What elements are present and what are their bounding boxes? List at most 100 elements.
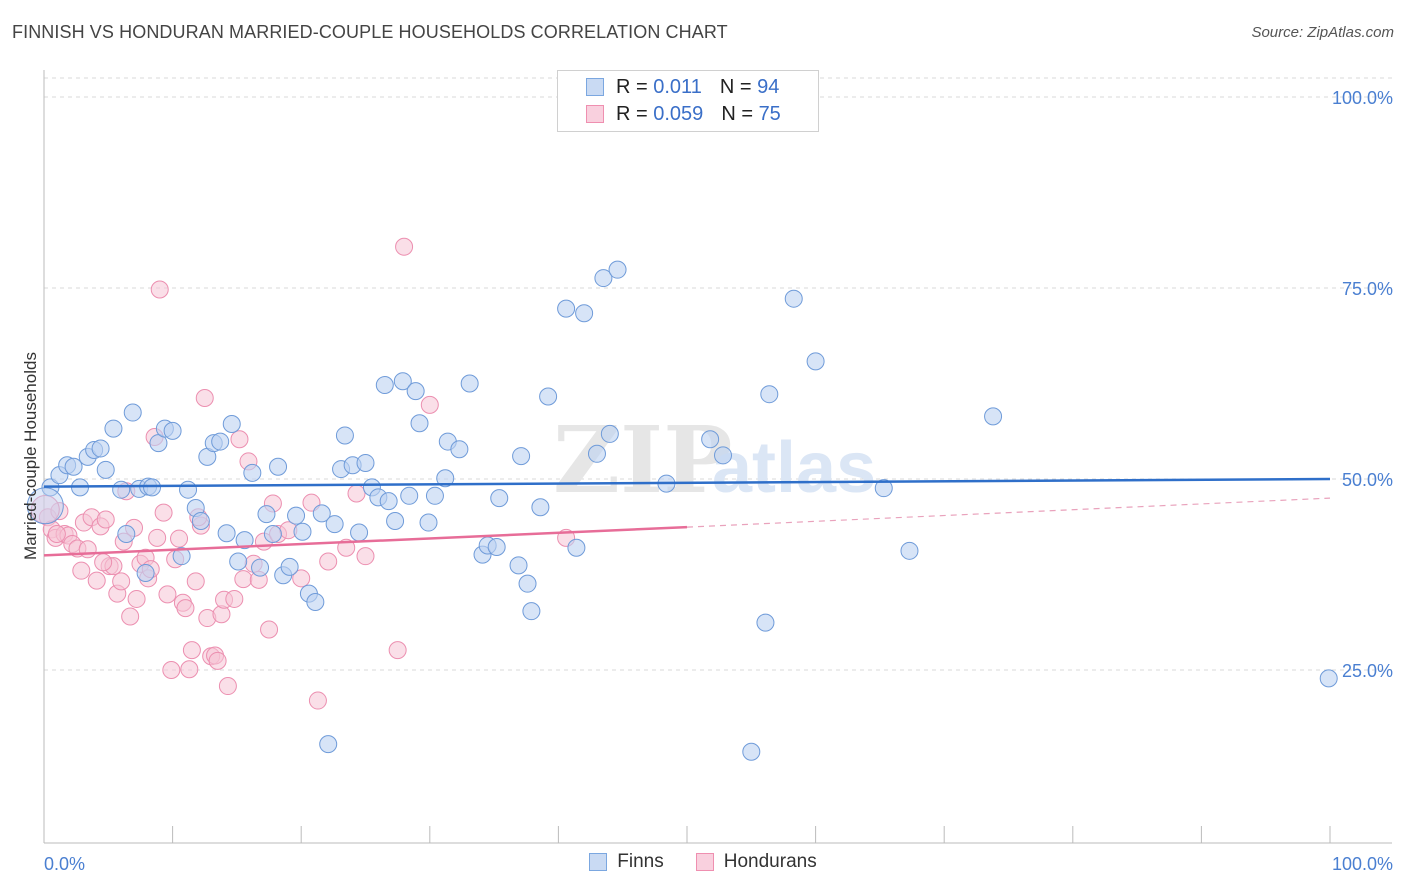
data-point-finns (608, 260, 627, 279)
data-point-hondurans (308, 691, 327, 710)
data-point-finns (263, 525, 282, 544)
data-point-finns (487, 537, 506, 556)
trend-line-hondurans-extrapolated (686, 497, 1331, 528)
data-point-hondurans (180, 660, 199, 679)
data-point-finns (222, 414, 241, 433)
data-point-finns (984, 407, 1003, 426)
x-tick-label: 100.0% (1332, 854, 1393, 874)
legend-n-value: 94 (757, 75, 780, 98)
data-point-finns (235, 531, 254, 550)
data-point-finns (410, 414, 429, 433)
legend-swatch-finns (589, 853, 608, 871)
data-point-finns (557, 299, 576, 318)
chart-title: FINNISH VS HONDURAN MARRIED-COUPLE HOUSE… (12, 22, 728, 42)
data-point-finns (293, 522, 312, 541)
data-point-hondurans (292, 569, 311, 588)
legend-n-label: N = (721, 102, 759, 125)
data-point-finns (335, 426, 354, 445)
data-point-finns (701, 430, 720, 449)
data-point-hondurans (195, 389, 214, 408)
data-point-finns (874, 479, 893, 498)
chart-source: Source: ZipAtlas.com (1251, 24, 1394, 41)
data-point-finns (393, 372, 412, 391)
data-point-hondurans (162, 661, 181, 679)
data-point-finns (575, 304, 594, 323)
data-point-hondurans (420, 395, 439, 414)
data-point-finns (306, 593, 325, 612)
data-point-hondurans (72, 561, 91, 580)
data-point-finns (287, 506, 306, 525)
data-point-hondurans (218, 677, 237, 696)
data-point-finns (539, 387, 558, 406)
legend-item-finns[interactable]: Finns (589, 851, 664, 873)
legend-label-hondurans: Hondurans (723, 851, 817, 872)
data-point-finns (425, 486, 444, 505)
data-point-finns (512, 447, 531, 466)
legend-item-hondurans[interactable]: Hondurans (695, 851, 817, 873)
data-point-finns (587, 444, 606, 463)
data-point-hondurans (87, 571, 106, 590)
data-point-finns (806, 352, 825, 371)
legend-label-finns: Finns (617, 851, 664, 872)
data-point-finns (600, 424, 619, 443)
data-point-finns (450, 440, 469, 459)
data-point-finns (143, 478, 162, 497)
legend-swatch-finns (586, 78, 604, 96)
data-point-hondurans (170, 529, 189, 548)
legend-swatch-hondurans (695, 853, 714, 871)
data-point-hondurans (208, 651, 227, 670)
data-point-finns (375, 376, 394, 395)
data-point-finns (567, 538, 586, 557)
data-point-finns (379, 492, 398, 511)
data-point-finns (742, 742, 761, 761)
legend-r-value: 0.059 (653, 102, 704, 125)
data-point-finns (714, 446, 733, 465)
data-point-hondurans (388, 641, 407, 660)
y-axis-label: Married-couple Households (21, 352, 40, 560)
data-point-finns (350, 523, 369, 542)
data-point-finns (269, 457, 288, 476)
data-point-finns (123, 403, 142, 422)
trend-line-finns (43, 477, 1331, 488)
legend-r-value: 0.011 (653, 75, 702, 98)
legend-n-label: N = (719, 75, 758, 98)
data-point-hondurans (347, 484, 366, 503)
series-legend: Finns Hondurans (0, 851, 1406, 873)
data-point-finns (325, 515, 344, 534)
data-point-hondurans (182, 641, 201, 660)
data-point-finns (191, 512, 210, 531)
legend-row-hondurans: R = 0.059 N = 75 (586, 101, 781, 127)
data-point-finns (64, 457, 83, 476)
data-point-finns (436, 469, 455, 488)
data-point-finns (136, 563, 155, 582)
data-point-finns (518, 574, 537, 593)
legend-r-label: R = (616, 102, 654, 125)
watermark-atlas: atlas (712, 428, 876, 508)
data-point-hondurans (319, 552, 338, 571)
data-point-finns (91, 439, 110, 458)
data-point-finns (243, 463, 262, 482)
tick-labels: 25.0% 50.0% 75.0% 100.0% 0.0% 100.0% (44, 88, 1393, 874)
legend-r-label: R = (616, 75, 654, 98)
data-point-finns (1319, 669, 1338, 688)
data-point-finns (179, 480, 198, 499)
legend-n-value: 75 (758, 102, 781, 125)
data-point-hondurans (356, 547, 375, 566)
data-point-finns (406, 382, 425, 401)
trend-line-hondurans (43, 525, 688, 557)
data-point-finns (163, 421, 182, 440)
data-point-finns (419, 513, 438, 532)
data-point-finns (172, 547, 191, 566)
data-point-hondurans (94, 553, 113, 572)
data-point-hondurans (154, 503, 173, 522)
data-point-finns (490, 489, 509, 508)
data-point-finns (400, 486, 419, 505)
data-point-finns (251, 558, 270, 577)
data-point-finns (96, 460, 115, 479)
data-point-finns (756, 613, 775, 632)
data-point-hondurans (148, 528, 167, 547)
data-point-hondurans (230, 430, 249, 449)
watermark-zip: ZIP (553, 406, 732, 514)
stats-legend: R = 0.011 N = 94 R = 0.059 N = 75 (557, 70, 819, 132)
